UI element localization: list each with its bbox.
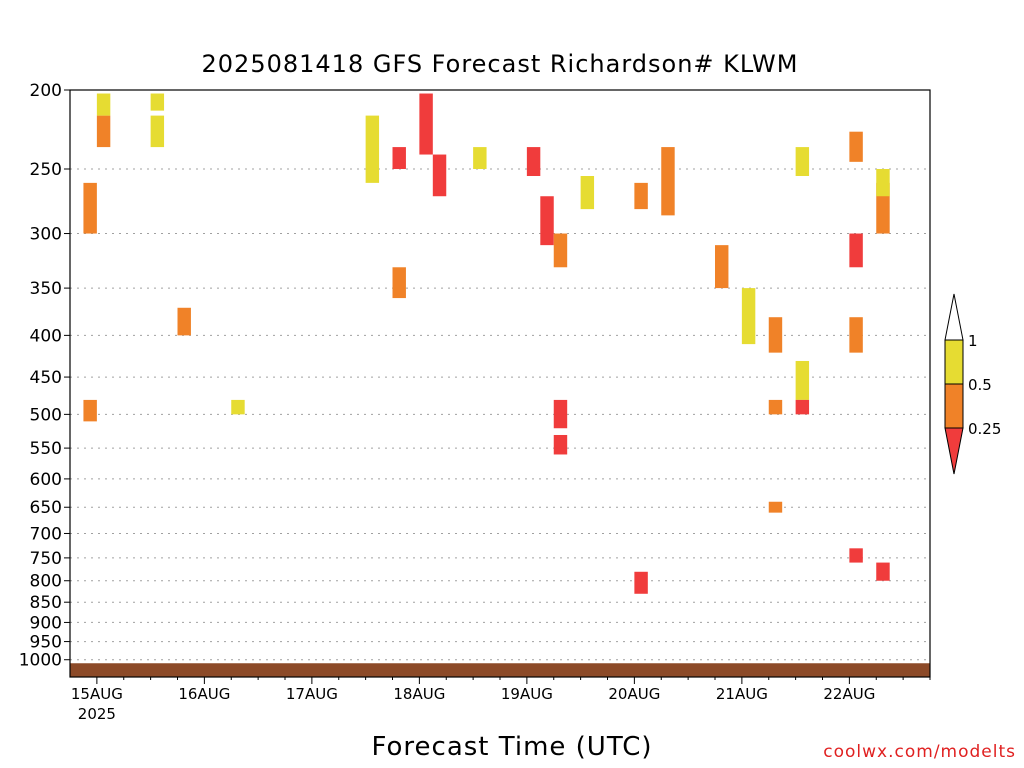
ri-cell: [177, 307, 191, 336]
y-tick-label: 300: [30, 225, 62, 245]
heatmap-cells: [83, 93, 890, 594]
ground: [70, 663, 930, 677]
y-tick-label: 850: [30, 593, 62, 613]
ri-cell: [634, 571, 648, 594]
legend-bottom-triangle: [944, 427, 964, 475]
legend-swatch: [944, 339, 964, 385]
legend-swatch: [944, 383, 964, 429]
x-tick-label: 20AUG: [608, 685, 660, 703]
ri-cell: [849, 233, 863, 268]
x-axis-label: Forecast Time (UTC): [371, 732, 653, 762]
ri-cell: [365, 115, 380, 183]
ri-cell: [553, 233, 568, 268]
ground-band: [70, 663, 930, 677]
y-tick-label: 500: [30, 405, 62, 425]
y-tick-label: 800: [30, 572, 62, 592]
legend-level-label: 0.25: [968, 420, 1001, 438]
ri-cell: [849, 548, 863, 563]
x-tick-label: 17AUG: [286, 685, 338, 703]
x-tick-sublabel: 2025: [78, 705, 116, 723]
y-tick-label: 1000: [19, 651, 62, 671]
ri-cell: [741, 288, 756, 345]
x-tick-label: 22AUG: [823, 685, 875, 703]
ri-cell: [795, 147, 810, 177]
ri-cell: [540, 196, 554, 246]
x-tick-label: 19AUG: [501, 685, 553, 703]
ri-cell: [419, 93, 433, 155]
x-tick-label: 16AUG: [178, 685, 230, 703]
legend: 1 0.5 0.25: [944, 293, 1001, 475]
ri-cell: [849, 317, 863, 353]
chart-title: 2025081418 GFS Forecast Richardson# KLWM: [201, 50, 799, 78]
x-tick-label: 15AUG: [71, 685, 123, 703]
ri-cell: [150, 115, 165, 148]
x-axis: 15AUG 16AUG 17AUG 18AUG 19AUG 20AUG 21AUG 22AUG…: [71, 677, 931, 723]
ri-cell: [392, 267, 406, 299]
ri-cell: [473, 147, 487, 169]
ri-cell: [392, 147, 406, 169]
y-tick-label: 950: [30, 633, 62, 653]
y-tick-label: 550: [30, 439, 62, 459]
y-tick-label: 250: [30, 160, 62, 180]
ri-cell: [553, 399, 568, 429]
ri-cell: [768, 317, 783, 353]
y-tick-label: 200: [30, 81, 62, 101]
y-tick-label: 600: [30, 470, 62, 490]
x-tick-label: 21AUG: [716, 685, 768, 703]
legend-top-triangle: [944, 293, 964, 341]
ri-cell: [849, 131, 863, 162]
y-tick-label: 750: [30, 549, 62, 569]
legend-level-label: 1: [968, 332, 978, 350]
ri-cell: [150, 93, 165, 111]
ri-cell: [432, 154, 447, 197]
ri-cell: [876, 168, 890, 197]
ri-cell: [96, 93, 111, 116]
ri-cell: [83, 182, 97, 234]
y-tick-label: 400: [30, 326, 62, 346]
y-tick-label: 450: [30, 368, 62, 388]
ri-cell: [661, 147, 675, 216]
ri-cell: [876, 562, 890, 581]
ri-cell: [715, 245, 729, 289]
y-tick-label: 650: [30, 498, 62, 518]
legend-level-label: 0.5: [968, 376, 992, 394]
y-axis: 200 250 300 350 400 450 500 550 600 650 700 750 8008…: [19, 81, 70, 671]
ri-cell: [768, 501, 783, 513]
ri-cell: [526, 147, 541, 177]
ri-cell: [580, 176, 595, 210]
ri-cell: [231, 399, 245, 415]
ri-cell: [553, 434, 568, 455]
x-tick-label: 18AUG: [393, 685, 445, 703]
y-tick-label: 700: [30, 524, 62, 544]
site-credit: coolwx.com/modelts: [823, 742, 1016, 762]
ri-cell: [634, 182, 648, 210]
ri-cell: [795, 399, 810, 415]
ri-cell: [96, 115, 111, 148]
y-tick-label: 900: [30, 613, 62, 633]
ri-cell: [83, 399, 97, 422]
ri-cell: [795, 360, 810, 400]
y-tick-label: 350: [30, 279, 62, 299]
ri-cell: [768, 399, 783, 415]
